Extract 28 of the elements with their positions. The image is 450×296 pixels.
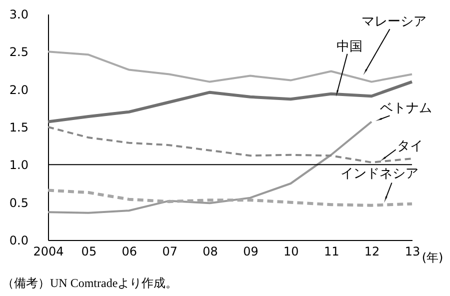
x-axis-title: (年) bbox=[422, 250, 444, 264]
y-tick-label: 0.0 bbox=[9, 234, 28, 248]
x-tick-label: 2004 bbox=[33, 244, 64, 258]
line-series bbox=[47, 50, 413, 83]
x-tick-label: 05 bbox=[81, 244, 97, 258]
x-tick-label: 13 bbox=[404, 244, 420, 258]
text: （備考）UN Comtradeより作成。 bbox=[2, 276, 178, 290]
y-tick-label: 1.0 bbox=[9, 158, 28, 172]
y-tick-label: 3.0 bbox=[9, 8, 28, 22]
x-tick-label: 06 bbox=[122, 244, 138, 258]
y-tick-label: 2.5 bbox=[9, 45, 28, 60]
y-tick-label: 1.5 bbox=[9, 120, 28, 134]
line-series bbox=[46, 188, 414, 207]
line-series bbox=[47, 126, 413, 164]
x-tick-label: 10 bbox=[284, 244, 299, 258]
line-series bbox=[47, 120, 373, 214]
series-label: タイ bbox=[396, 138, 423, 154]
x-tick-label: 09 bbox=[243, 244, 258, 258]
x-tick-label: 12 bbox=[364, 244, 380, 258]
series-label: インドネシア bbox=[340, 166, 419, 182]
y-tick-label: 0.5 bbox=[9, 196, 28, 210]
text: 中国 bbox=[336, 39, 362, 54]
text: マレーシア bbox=[361, 14, 426, 30]
y-tick-label: 2.0 bbox=[9, 82, 28, 97]
x-tick-label: 11 bbox=[324, 244, 340, 258]
x-tick-label: 08 bbox=[202, 244, 218, 258]
x-tick-label: 07 bbox=[162, 244, 178, 258]
series-label: ベトナム bbox=[380, 101, 432, 116]
